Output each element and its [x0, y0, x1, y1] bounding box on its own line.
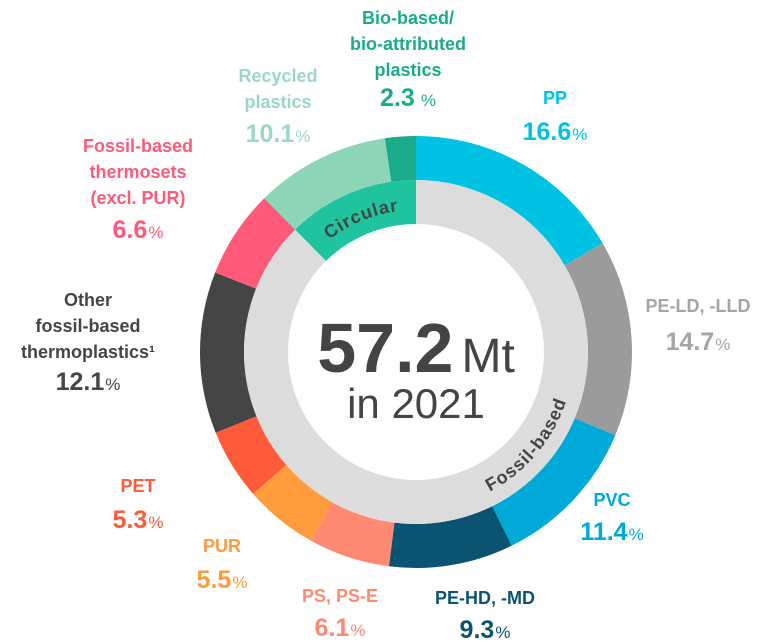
value-unit: % [232, 573, 247, 592]
value-label: 6.6% [113, 216, 164, 244]
value-label: 9.3% [460, 616, 511, 642]
value-unit: % [350, 621, 365, 640]
value-number: 5.5 [197, 566, 232, 594]
value-number: 6.1 [315, 614, 350, 642]
donut-segment [253, 464, 333, 541]
donut-segment [384, 136, 416, 182]
category-label: PE-HD, -MD [435, 588, 535, 608]
category-label: thermoplastics¹ [21, 342, 155, 362]
value-number: 12.1 [56, 368, 105, 396]
value-label: 2.3% [380, 84, 436, 112]
value-unit: % [295, 127, 310, 146]
donut-segment [416, 136, 603, 266]
category-label: fossil-based [35, 316, 140, 336]
value-label: 5.3% [113, 506, 164, 534]
category-label: bio-attributed [350, 34, 466, 54]
value-number: 9.3 [460, 616, 495, 642]
value-label: 11.4% [580, 518, 643, 546]
donut-segment [215, 198, 296, 289]
value-unit: % [148, 513, 163, 532]
value-unit: % [715, 335, 730, 354]
category-label: Bio-based/ [362, 8, 454, 28]
donut-segment [388, 506, 512, 568]
value-unit: % [105, 375, 120, 394]
value-unit: % [629, 525, 644, 544]
year-label: in 2021 [347, 380, 485, 427]
category-label: PS, PS-E [302, 586, 378, 606]
value-unit: % [421, 91, 436, 110]
category-label: PUR [203, 536, 241, 556]
value-unit: % [495, 623, 510, 642]
value-label: 12.1% [56, 368, 121, 396]
value-label: 16.6% [523, 118, 588, 146]
category-label: Fossil-based [83, 136, 193, 156]
total: 57.2 Mt [317, 309, 515, 387]
inner-ring-circular [295, 180, 416, 261]
donut-segment [310, 502, 395, 567]
category-label: PP [543, 88, 567, 108]
category-label: thermosets [89, 162, 186, 182]
donut-segment [215, 416, 287, 494]
value-unit: % [572, 125, 587, 144]
donut-segment [199, 272, 257, 433]
value-label: 5.5% [197, 566, 248, 594]
value-number: 2.3 [380, 84, 415, 112]
value-number: 14.7 [666, 328, 715, 356]
category-label: Other [64, 290, 112, 310]
category-label: PET [120, 476, 155, 496]
value-label: 14.7% [666, 328, 731, 356]
category-label: PE-LD, -LLD [646, 296, 751, 316]
donut-segment [492, 418, 616, 546]
total-unit: Mt [461, 330, 514, 383]
value-number: 10.1 [246, 120, 295, 148]
category-label: (excl. PUR) [90, 188, 185, 208]
total-value: 57.2 [317, 309, 453, 387]
value-number: 16.6 [523, 118, 572, 146]
value-number: 6.6 [113, 216, 148, 244]
value-number: 5.3 [113, 506, 148, 534]
category-label: PVC [593, 490, 630, 510]
donut-segment [564, 243, 632, 436]
category-label: Recycled [238, 66, 317, 86]
value-label: 10.1% [246, 120, 311, 148]
category-label: plastics [244, 92, 311, 112]
value-label: 6.1% [315, 614, 366, 642]
value-number: 11.4 [580, 518, 627, 546]
donut-segment [264, 138, 392, 230]
value-unit: % [148, 223, 163, 242]
category-label: plastics [374, 60, 441, 80]
